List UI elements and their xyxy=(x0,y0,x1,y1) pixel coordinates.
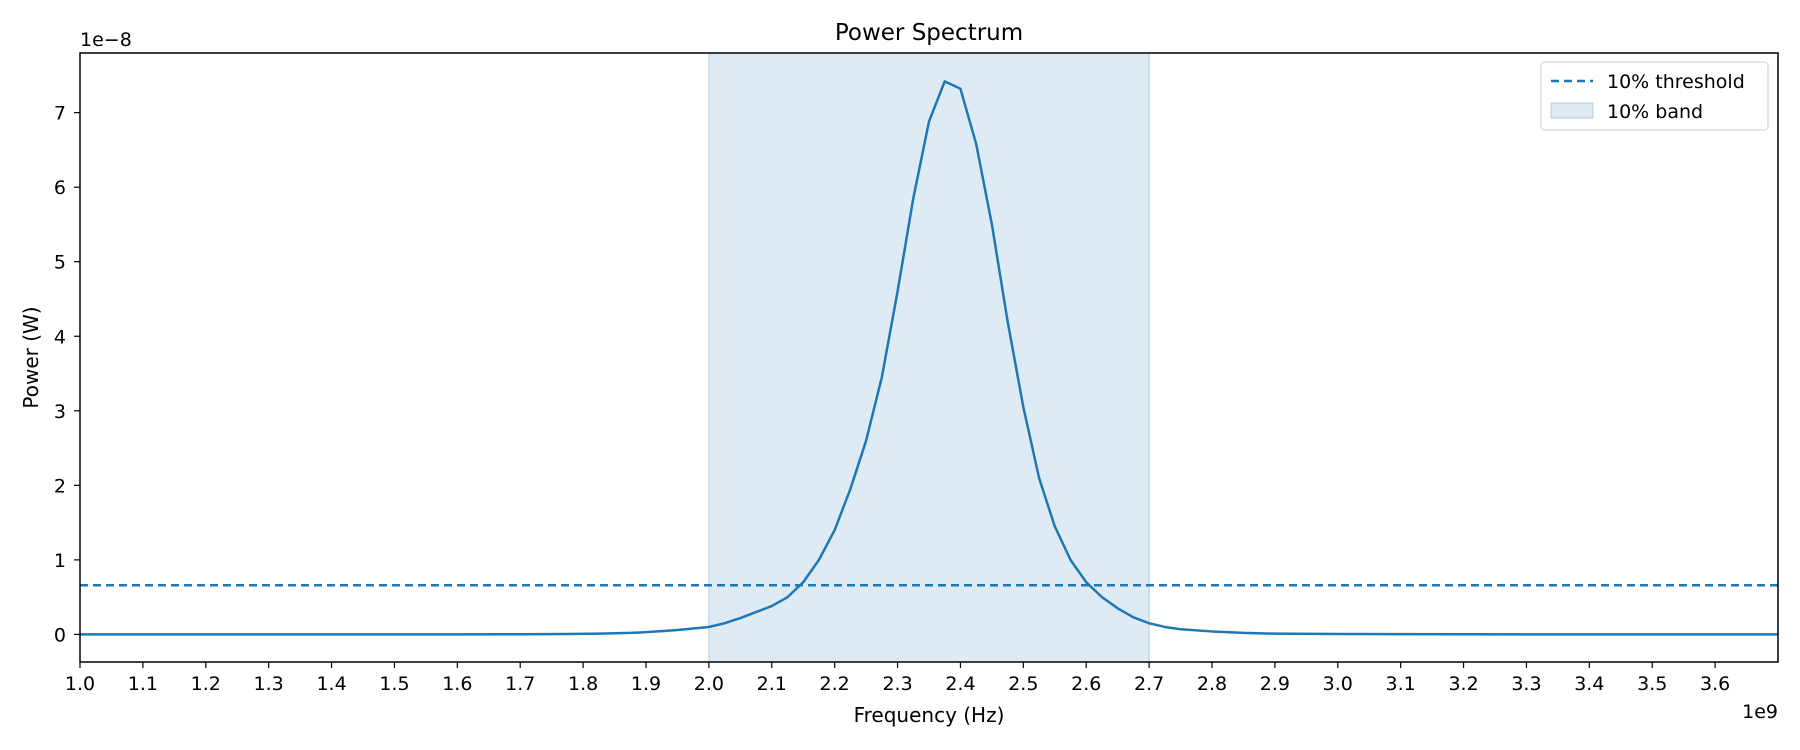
legend-threshold-label: 10% threshold xyxy=(1607,71,1745,93)
x-tick-label: 2.4 xyxy=(945,673,975,695)
y-tick-label: 7 xyxy=(54,103,66,125)
x-tick-label: 2.3 xyxy=(882,673,912,695)
x-tick-label: 3.3 xyxy=(1511,673,1541,695)
legend-band-swatch xyxy=(1550,102,1594,119)
x-axis-label: Frequency (Hz) xyxy=(854,703,1005,727)
x-tick-label: 3.0 xyxy=(1323,673,1353,695)
x-tick-label: 1.1 xyxy=(128,673,158,695)
legend-box xyxy=(1540,61,1769,131)
y-tick-label: 3 xyxy=(54,401,66,423)
x-tick-label: 2.8 xyxy=(1197,673,1227,695)
x-tick-label: 1.6 xyxy=(442,673,472,695)
x-tick-label: 3.6 xyxy=(1700,673,1730,695)
x-tick-label: 2.9 xyxy=(1260,673,1290,695)
chart-title: Power Spectrum xyxy=(835,20,1023,46)
x-tick-label: 1.8 xyxy=(568,673,598,695)
x-tick-label: 1.9 xyxy=(631,673,661,695)
x-tick-label: 2.6 xyxy=(1071,673,1101,695)
x-tick-label: 2.7 xyxy=(1134,673,1164,695)
y-tick-label: 5 xyxy=(54,252,66,274)
y-axis-label: Power (W) xyxy=(19,306,43,408)
x-tick-label: 1.4 xyxy=(316,673,346,695)
legend-band-label: 10% band xyxy=(1607,101,1703,123)
x-axis-offset-label: 1e9 xyxy=(1742,701,1778,723)
x-tick-label: 1.0 xyxy=(65,673,95,695)
x-tick-label: 2.1 xyxy=(757,673,787,695)
band-region xyxy=(708,52,1150,663)
x-tick-label: 3.4 xyxy=(1574,673,1604,695)
y-axis-offset-label: 1e−8 xyxy=(80,29,132,51)
y-tick-label: 4 xyxy=(54,326,66,348)
x-tick-label: 1.3 xyxy=(254,673,284,695)
plot-area-frame xyxy=(79,52,1779,663)
legend: 10% threshold 10% band xyxy=(1540,61,1769,131)
y-tick-label: 1 xyxy=(54,550,66,572)
x-tick-label: 1.7 xyxy=(505,673,535,695)
y-tick-label: 0 xyxy=(54,624,66,646)
x-tick-label: 3.2 xyxy=(1448,673,1478,695)
x-tick-label: 2.5 xyxy=(1008,673,1038,695)
y-tick-label: 6 xyxy=(54,177,66,199)
x-tick-label: 1.5 xyxy=(379,673,409,695)
x-tick-label: 3.1 xyxy=(1386,673,1416,695)
x-tick-label: 1.2 xyxy=(191,673,221,695)
x-tick-label: 2.0 xyxy=(694,673,724,695)
y-tick-label: 2 xyxy=(54,475,66,497)
x-tick-label: 3.5 xyxy=(1637,673,1667,695)
x-tick-label: 2.2 xyxy=(820,673,850,695)
series-line-0 xyxy=(80,80,1778,636)
